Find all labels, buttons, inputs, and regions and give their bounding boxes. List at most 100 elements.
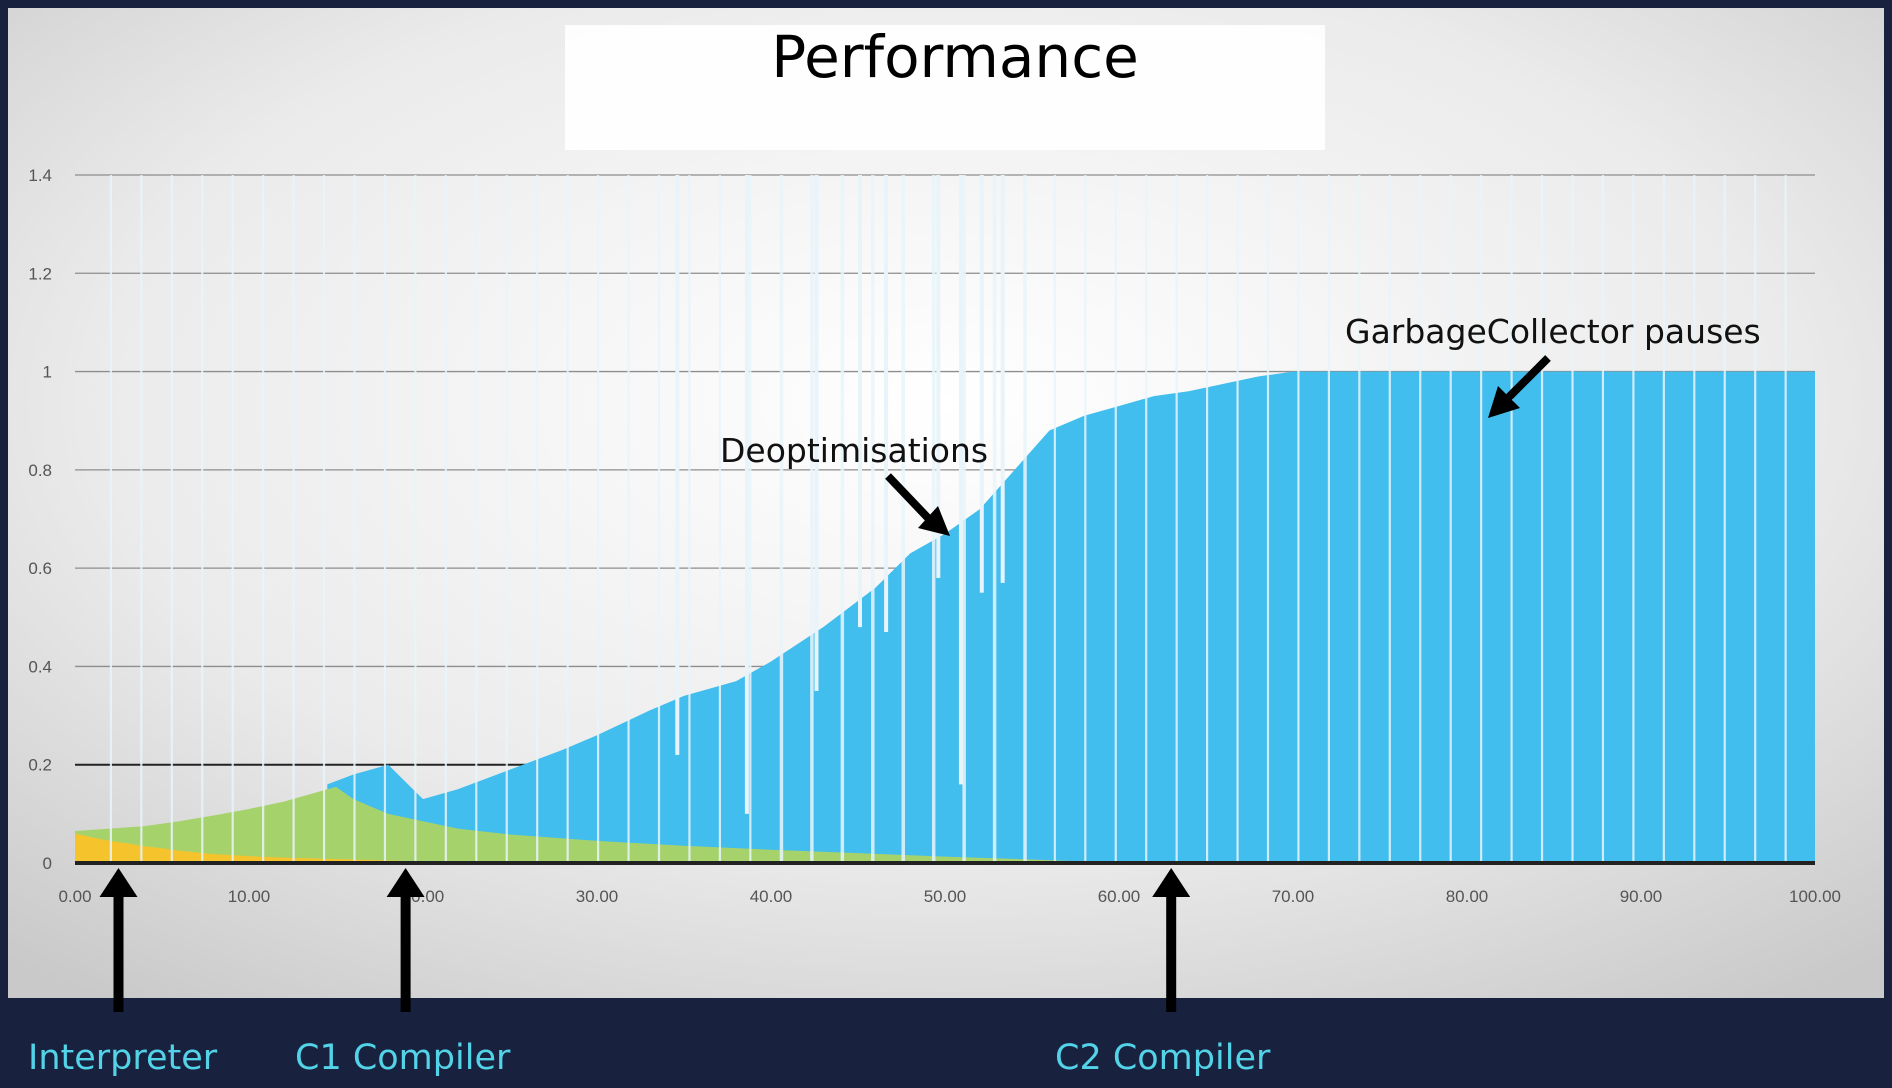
- deopt-dip-8: [1000, 175, 1005, 583]
- y-tick-5: 1: [43, 363, 52, 382]
- gc-pause: [383, 175, 387, 863]
- deopt-dip-2: [814, 175, 819, 691]
- gc-pause: [1175, 175, 1178, 863]
- x-tick-9: 90.00: [1620, 887, 1663, 906]
- gc-pause: [1419, 175, 1422, 863]
- x-tick-3: 30.00: [576, 887, 619, 906]
- deopt-dip-7: [979, 175, 984, 593]
- chart-title: Performance: [771, 23, 1139, 91]
- y-tick-labels: 0 0.2 0.4 0.6 0.8 1 1.2 1.4: [28, 166, 52, 873]
- gc-pause: [231, 175, 234, 863]
- gc-pause: [962, 175, 966, 863]
- label-interpreter: Interpreter: [28, 1038, 218, 1078]
- deopt-dip-0: [675, 175, 680, 755]
- series-area-c2-compiler: [327, 371, 1815, 863]
- x-tick-10: 100.00: [1789, 887, 1841, 906]
- area-series: [75, 371, 1815, 863]
- gc-pause: [1601, 175, 1605, 863]
- gc-pause: [657, 175, 661, 863]
- gc-pause: [536, 175, 539, 863]
- gc-pause: [810, 175, 814, 863]
- gc-pause: [1327, 175, 1330, 863]
- gc-pause: [201, 175, 204, 863]
- x-tick-4: 40.00: [750, 887, 793, 906]
- marker-arrowhead-2: [1152, 868, 1191, 897]
- gc-pause: [1114, 175, 1117, 863]
- gc-pause: [170, 175, 173, 863]
- deopt-dip-5: [936, 175, 941, 578]
- y-tick-6: 1.2: [28, 264, 52, 283]
- gc-pause: [1510, 175, 1513, 863]
- series-area-interpreter: [75, 833, 441, 863]
- label-c1-compiler: C1 Compiler: [295, 1038, 511, 1078]
- gc-pause: [109, 175, 112, 863]
- y-tick-4: 0.8: [28, 461, 52, 480]
- y-tick-3: 0.6: [28, 559, 52, 578]
- gc-pause: [1571, 175, 1574, 863]
- gc-pause: [1358, 175, 1361, 863]
- annotation-deoptimisations: Deoptimisations: [720, 431, 988, 470]
- gc-pause: [1145, 175, 1148, 863]
- gc-pause: [353, 175, 356, 863]
- y-tick-1: 0.2: [28, 756, 52, 775]
- gc-pause: [1206, 175, 1209, 863]
- gc-pause-gaps: [109, 175, 1787, 863]
- gc-pause: [992, 175, 997, 863]
- gc-pause: [901, 175, 905, 863]
- compiler-marker-arrows: [99, 868, 1191, 1012]
- gc-pause: [1236, 175, 1239, 863]
- deopt-arrowhead: [918, 506, 950, 536]
- gc-pause: [475, 175, 478, 863]
- label-c2-compiler: C2 Compiler: [1055, 1038, 1271, 1078]
- x-tick-0: 0.00: [58, 887, 91, 906]
- gc-pause: [1662, 175, 1665, 863]
- gc-pause: [718, 175, 721, 863]
- gc-pause: [292, 175, 295, 863]
- gc-pause: [1053, 175, 1056, 863]
- gc-pause: [1480, 175, 1483, 863]
- gc-pause: [840, 175, 845, 863]
- deopt-dip-1: [744, 175, 749, 814]
- gc-pause: [1754, 175, 1757, 863]
- y-tick-2: 0.4: [28, 657, 52, 676]
- gc-pause: [1297, 175, 1300, 863]
- series-area-c1-compiler: [75, 786, 1119, 863]
- gc-pause: [779, 175, 784, 863]
- gc-pause: [1693, 175, 1696, 863]
- title-box: [565, 25, 1325, 150]
- gc-arrow: [1505, 355, 1551, 401]
- deopt-dip-4: [884, 175, 889, 633]
- gc-pause: [1084, 175, 1087, 863]
- gc-pause: [322, 175, 326, 863]
- gc-pause: [688, 175, 691, 863]
- x-tick-7: 70.00: [1272, 887, 1315, 906]
- marker-arrowhead-1: [386, 868, 425, 897]
- gc-pause: [566, 175, 569, 863]
- x-tick-6: 60.00: [1098, 887, 1141, 906]
- gc-pause: [1540, 175, 1544, 863]
- y-tick-7: 1.4: [28, 166, 52, 185]
- gc-arrowhead: [1488, 386, 1520, 418]
- x-tick-1: 10.00: [228, 887, 271, 906]
- gc-pause: [1023, 175, 1027, 863]
- marker-arrowhead-0: [99, 868, 138, 897]
- gc-pause: [1266, 175, 1270, 863]
- gc-pause: [1449, 175, 1452, 863]
- gc-pause: [1388, 175, 1391, 863]
- gc-pause: [444, 175, 447, 863]
- gc-pause: [749, 175, 752, 863]
- gc-pause: [140, 175, 143, 863]
- x-tick-5: 50.00: [924, 887, 967, 906]
- y-tick-0: 0: [43, 854, 52, 873]
- gc-pause: [627, 175, 630, 863]
- annotation-gc-pauses: GarbageCollector pauses: [1345, 312, 1761, 351]
- gc-pause: [1723, 175, 1726, 863]
- gc-pause: [1784, 175, 1787, 863]
- gc-pause: [597, 175, 600, 863]
- x-tick-8: 80.00: [1446, 887, 1489, 906]
- gc-pause: [414, 175, 417, 863]
- deopt-arrow: [885, 473, 931, 521]
- gc-pause: [871, 175, 875, 863]
